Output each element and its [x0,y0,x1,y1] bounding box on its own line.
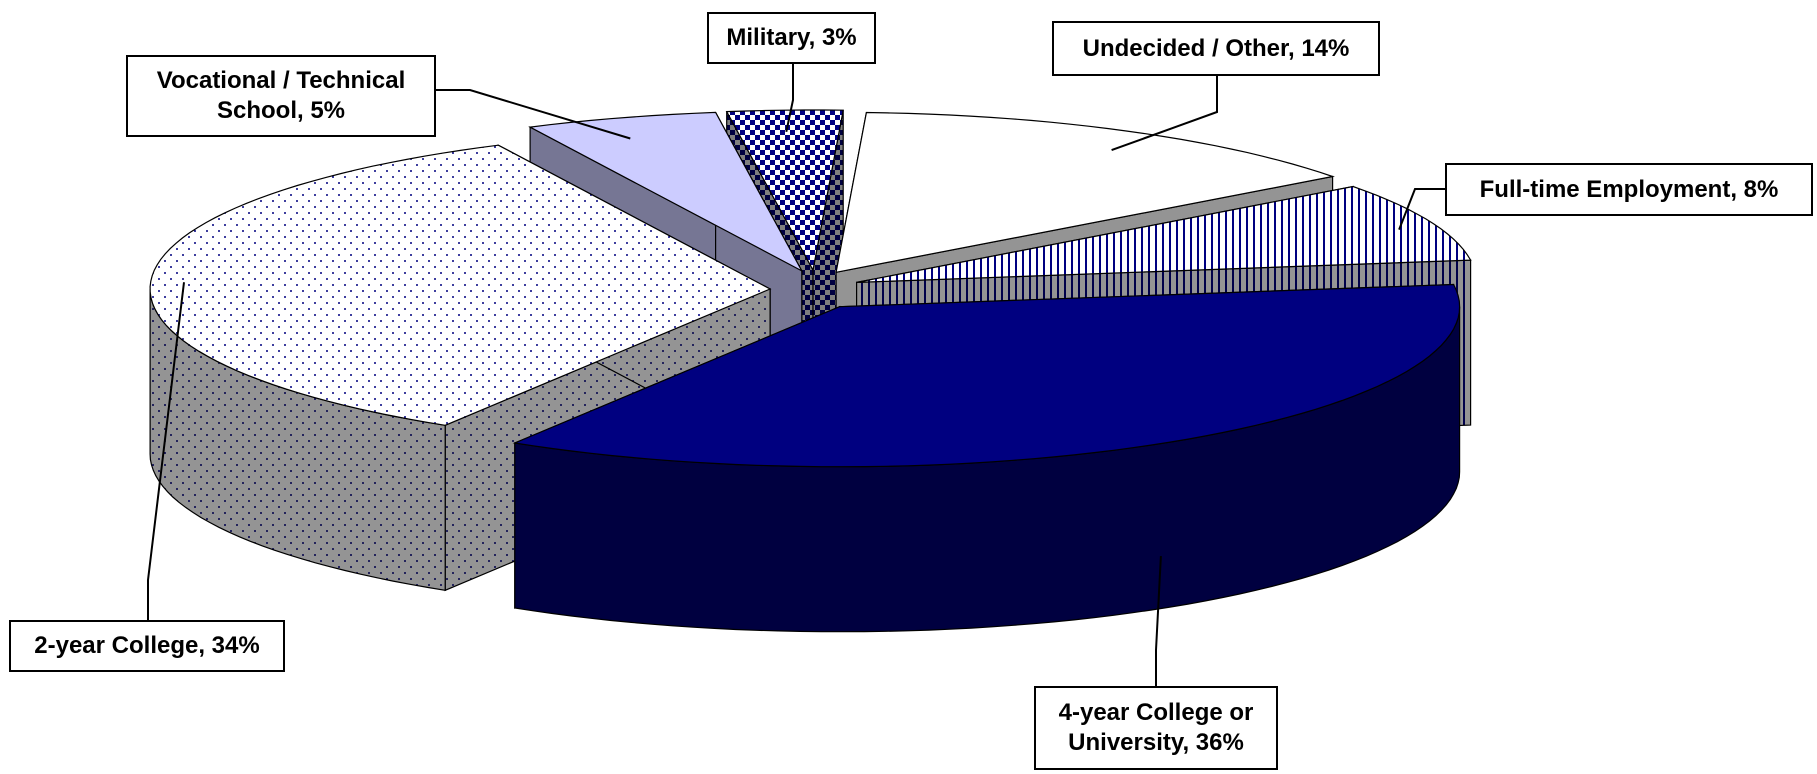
slice-top [512,283,1461,468]
leader-line [1155,556,1162,686]
slice-top [528,111,804,273]
slice-top [725,109,844,272]
data-label: Full-time Employment, 8% [1445,163,1813,216]
slice-top [856,185,1472,283]
slice-top [835,111,1335,274]
data-label: 4-year College or University, 36% [1034,686,1278,770]
slice-shade [514,306,1460,632]
data-label: 2-year College, 34% [9,620,285,672]
data-label: Vocational / Technical School, 5% [126,55,436,137]
leader-line [1111,76,1218,152]
leader-line [436,89,631,140]
slice-top [149,144,772,426]
data-label: Military, 3% [707,12,876,64]
data-label: Undecided / Other, 14% [1052,21,1380,76]
leader-line [1398,188,1445,230]
slice-shade [150,289,446,591]
leader-line [785,64,794,133]
leader-line [147,282,185,620]
